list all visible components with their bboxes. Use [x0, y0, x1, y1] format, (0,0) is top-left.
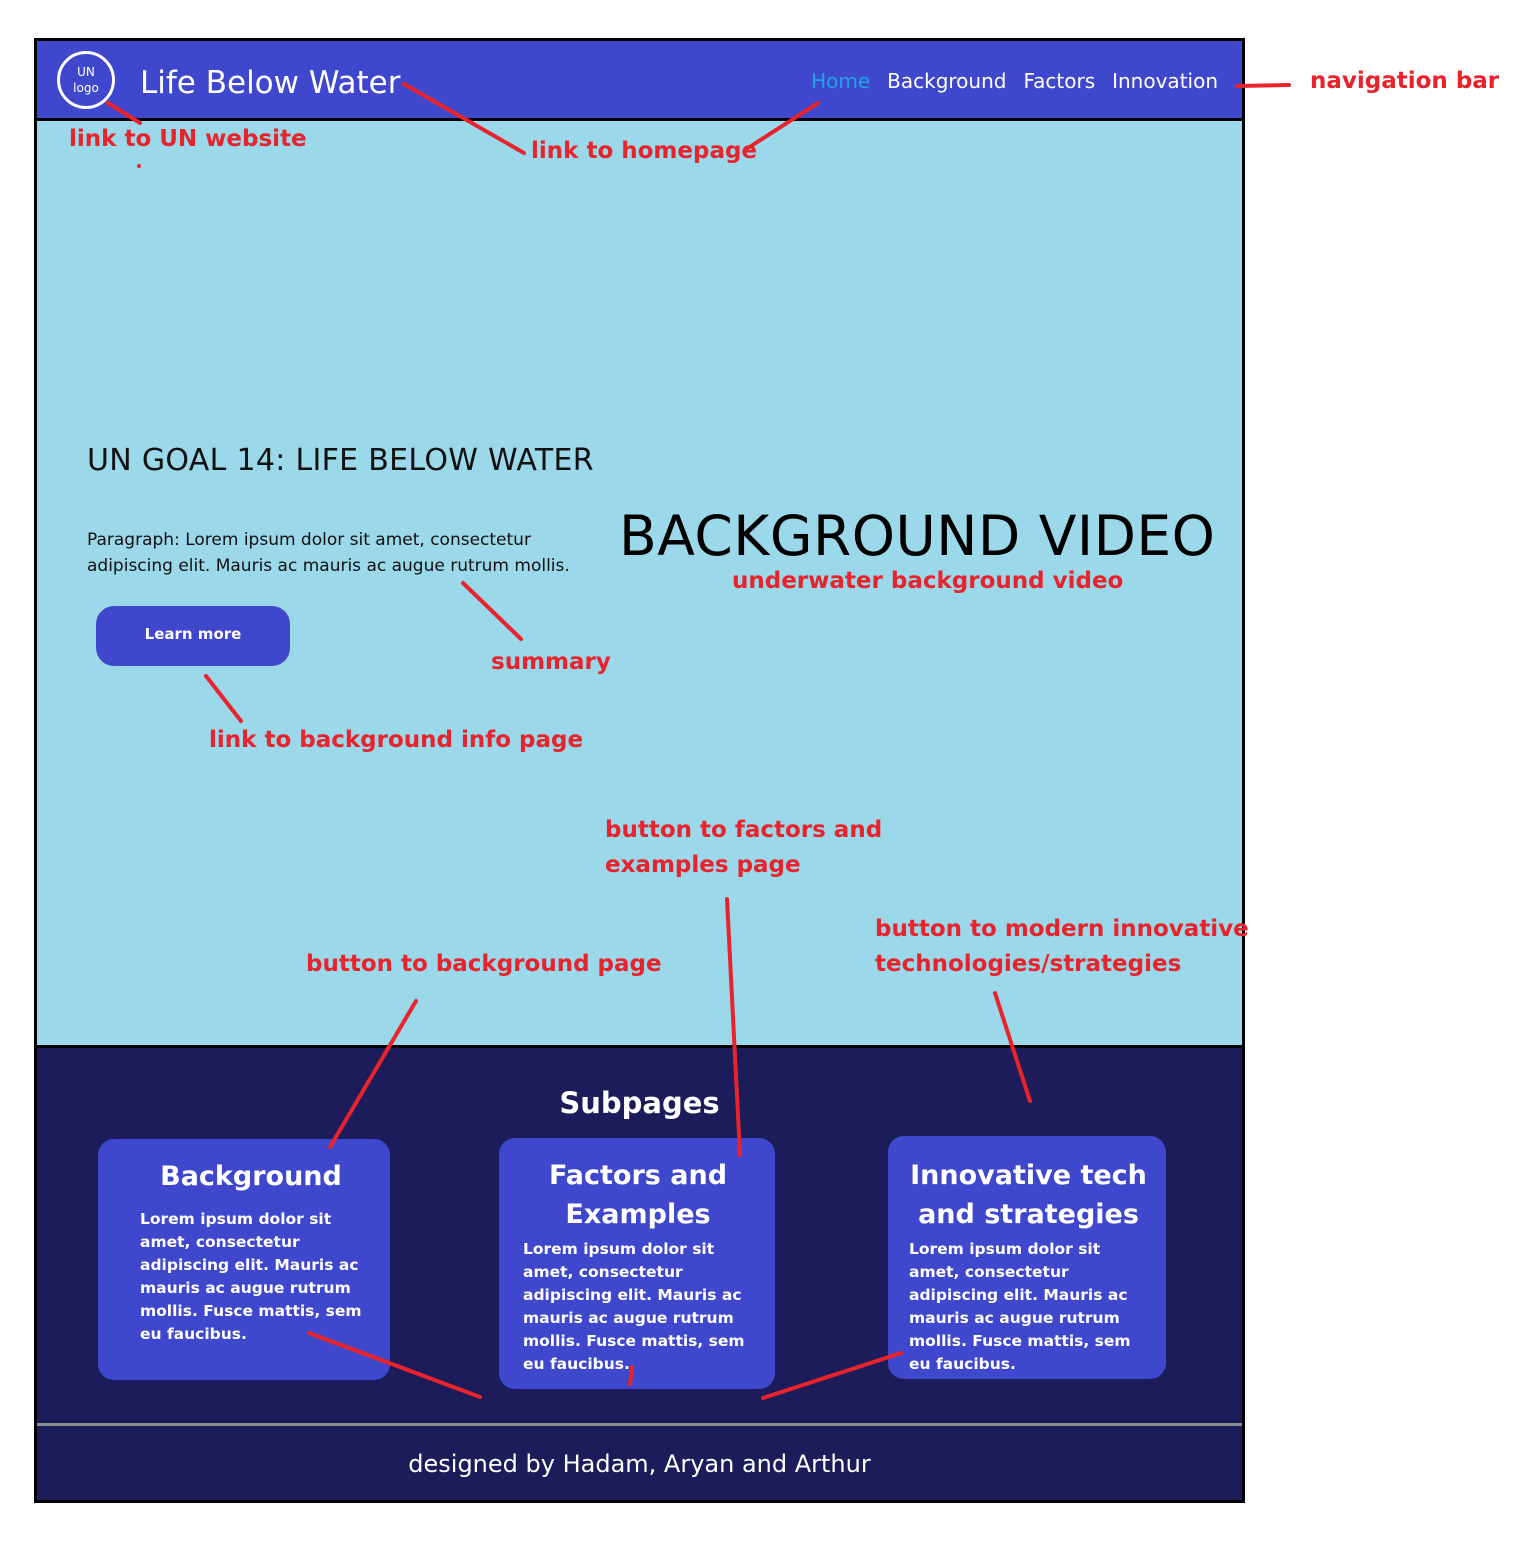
hero-section: UN GOAL 14: LIFE BELOW WATER Paragraph: … — [37, 121, 1242, 1045]
card-text: Lorem ipsum dolor sit amet, consectetur … — [523, 1240, 745, 1373]
annotation-homepage: link to homepage — [531, 138, 758, 164]
card-text: Lorem ipsum dolor sit amet, consectetur … — [909, 1240, 1131, 1373]
nav-link-background[interactable]: Background — [887, 69, 1007, 93]
hero-title: UN GOAL 14: LIFE BELOW WATER — [87, 443, 594, 478]
background-video-placeholder: BACKGROUND VIDEO — [619, 504, 1216, 568]
site-title-link[interactable]: Life Below Water — [140, 65, 401, 101]
annotation-summary: summary — [491, 649, 611, 675]
annotation-un-website: link to UN website — [69, 126, 307, 152]
card-title: Innovative tech and strategies — [910, 1160, 1147, 1230]
annotation-factors-button-2: examples page — [605, 852, 801, 878]
nav-link-innovation[interactable]: Innovation — [1112, 69, 1218, 93]
subpages-heading: Subpages — [559, 1086, 720, 1120]
footer: designed by Hadam, Aryan and Arthur — [37, 1426, 1242, 1500]
annotation-navigation-bar: navigation bar — [1310, 68, 1500, 94]
navigation-bar: UN logo Life Below Water Home Background… — [37, 41, 1242, 121]
card-title: Factors and Examples — [548, 1160, 728, 1230]
nav-links: Home Background Factors Innovation — [811, 69, 1218, 93]
annotation-factors-button-1: button to factors and — [605, 817, 883, 843]
subpages-section: Subpages Background Lorem ipsum dolor si… — [37, 1045, 1242, 1423]
annotation-innovative-button-1: button to modern innovative — [875, 916, 1249, 942]
hero-summary: Paragraph: Lorem ipsum dolor sit amet, c… — [87, 530, 570, 576]
card-text: Lorem ipsum dolor sit amet, consectetur … — [140, 1210, 362, 1343]
annotation-background-video: underwater background video — [732, 568, 1124, 594]
nav-link-home[interactable]: Home — [811, 69, 871, 93]
footer-divider — [37, 1423, 1242, 1426]
learn-more-button[interactable]: Learn more — [96, 606, 290, 666]
annotation-innovative-button-2: technologies/strategies — [875, 951, 1182, 977]
nav-link-factors[interactable]: Factors — [1023, 69, 1096, 93]
website-mockup: UN logo Life Below Water Home Background… — [34, 38, 1245, 1503]
un-logo-link[interactable]: UN logo — [57, 51, 115, 109]
card-title: Background — [160, 1161, 342, 1192]
un-logo-text: UN logo — [73, 65, 99, 95]
factors-card-button[interactable]: Factors and Examples Lorem ipsum dolor s… — [499, 1138, 775, 1389]
background-card-button[interactable]: Background Lorem ipsum dolor sit amet, c… — [98, 1139, 390, 1380]
innovative-card-button[interactable]: Innovative tech and strategies Lorem ips… — [888, 1136, 1166, 1379]
annotation-background-button: button to background page — [306, 951, 662, 977]
annotation-background-info: link to background info page — [209, 727, 584, 753]
